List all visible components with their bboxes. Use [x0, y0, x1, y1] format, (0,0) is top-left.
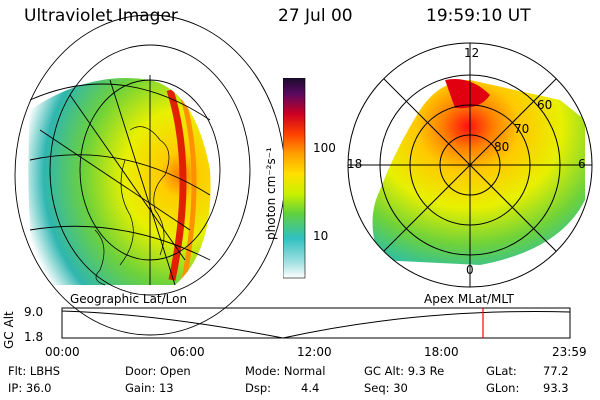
right-panel-label: Apex MLat/MLT [424, 292, 514, 306]
timeline-xtick-0000: 00:00 [45, 345, 80, 359]
colorbar [283, 78, 306, 279]
info-door: Door: Open [125, 364, 191, 378]
info-glat-label: GLat: [486, 364, 517, 378]
date-label: 27 Jul 00 [278, 6, 353, 26]
timeline-ytick-9: 9.0 [24, 305, 44, 319]
time-label: 19:59:10 UT [426, 6, 531, 26]
info-ip: IP: 36.0 [8, 381, 52, 395]
colorbar-tick-10: 10 [313, 229, 329, 243]
timeline-xtick-2359: 23:59 [552, 345, 587, 359]
mlt-label-18: 18 [347, 157, 363, 171]
lat-label-80: 80 [494, 140, 510, 154]
instrument-title: Ultraviolet Imager [24, 6, 178, 26]
info-flt: Flt: LBHS [8, 364, 61, 378]
colorbar-tick-100: 100 [313, 141, 336, 155]
info-dsp-label: Dsp: [245, 381, 272, 395]
timeline-ytick-1: 1.8 [24, 330, 44, 344]
lat-label-60: 60 [537, 98, 553, 112]
timeline-xtick-0600: 06:00 [170, 345, 205, 359]
lat-label-70: 70 [514, 122, 530, 136]
mlt-label-6: 6 [578, 157, 586, 171]
info-glon-label: GLon: [486, 381, 520, 395]
mlt-label-12: 12 [464, 46, 480, 60]
left-panel-label: Geographic Lat/Lon [70, 292, 188, 306]
info-glat-value: 77.2 [543, 364, 569, 378]
mlt-label-0: 0 [466, 263, 474, 277]
info-gain: Gain: 13 [125, 381, 174, 395]
info-seq: Seq: 30 [364, 381, 408, 395]
info-mode: Mode: Normal [245, 364, 326, 378]
info-dsp-value: 4.4 [301, 381, 320, 395]
info-glon-value: 93.3 [543, 381, 569, 395]
timeline-xtick-1200: 12:00 [297, 345, 332, 359]
info-gc-alt: GC Alt: 9.3 Re [364, 364, 445, 378]
timeline-plot [61, 307, 571, 339]
timeline-xtick-1800: 18:00 [424, 345, 459, 359]
